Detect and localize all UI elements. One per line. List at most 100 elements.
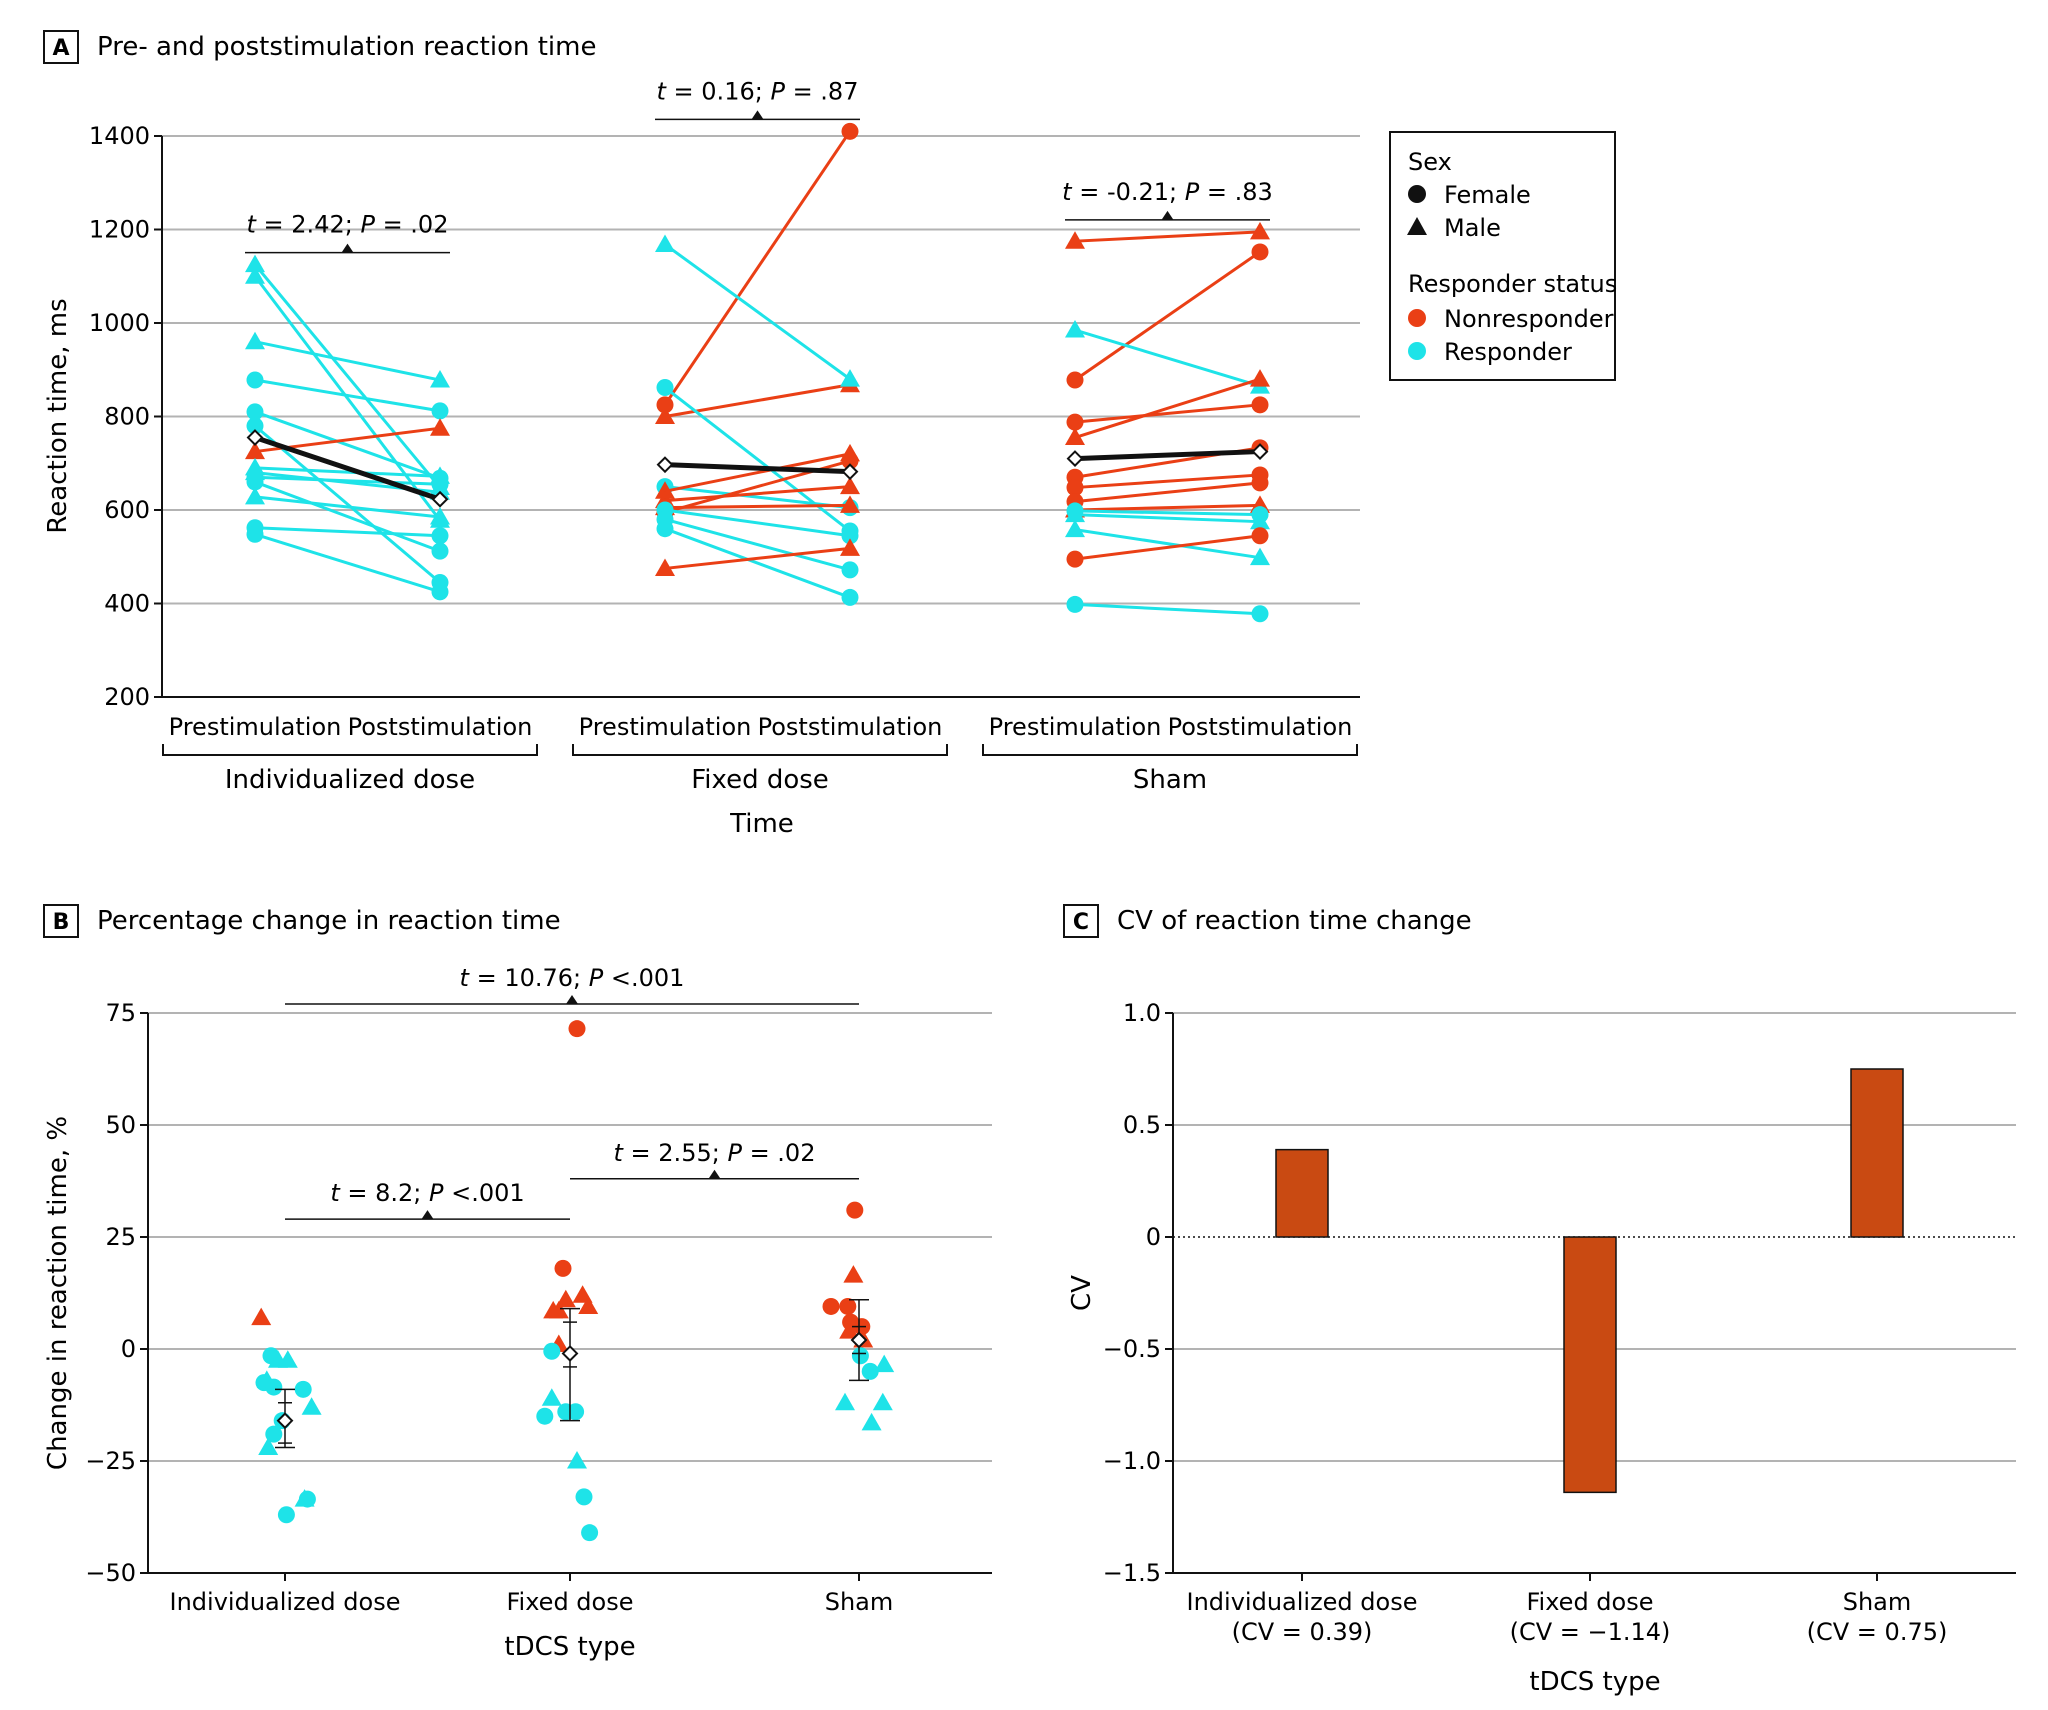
panel-a-subject-pre-marker	[245, 486, 265, 505]
panel-c-y-tick-label: 0	[1146, 1223, 1161, 1251]
panel-a-group: Prestimulation Poststimulation Individuali…	[162, 211, 538, 795]
panel-b-y-tick-label: 50	[105, 1111, 136, 1139]
panel-a-subject-line	[254, 532, 441, 594]
panel-b-point	[543, 1342, 561, 1360]
legend-status-title: Responder status	[1408, 270, 1617, 298]
panel-a-time-label-post: Poststimulation	[1168, 713, 1353, 741]
panel-a-subject-pre-marker	[1065, 427, 1085, 446]
panel-a-subject-post-marker	[841, 452, 859, 470]
panel-a-subject-line	[253, 263, 442, 489]
panel-c-x-tick-label: Sham	[1843, 1588, 1912, 1616]
panel-c-x-label: tDCS type	[1529, 1667, 1660, 1697]
panel-a-subject-line	[664, 546, 851, 570]
panel-c-bar	[1563, 1236, 1617, 1494]
legend-female-marker	[1408, 185, 1426, 203]
panel-b-point	[548, 1300, 569, 1319]
panel-a-y-ticks: 200 400 600 800 1000 1200 1400	[89, 122, 162, 711]
panel-a-subject-pre-marker	[245, 331, 265, 350]
panel-b-point	[541, 1388, 562, 1406]
panel-a-time-label-pre: Prestimulation	[989, 713, 1162, 741]
panel-c-y-label: CV	[1067, 1275, 1097, 1311]
panel-a-subject-line	[254, 495, 441, 519]
legend-nonresponder-label: Nonresponder	[1444, 305, 1614, 333]
panel-a-subject-line	[1074, 534, 1261, 561]
panel-a-subject-pre-marker	[656, 379, 674, 397]
panel-b-point	[846, 1201, 864, 1219]
panel-a-subject-line	[664, 452, 851, 493]
panel-b-point	[874, 1354, 895, 1373]
panel-a-subject-pre-marker	[655, 558, 675, 576]
panel-a-subject-post-marker	[840, 369, 860, 387]
panel-c-x-ticks: Individualized dose(CV = 0.39) Fixed dose…	[1187, 1573, 1947, 1646]
panel-a-subject-post-marker	[1251, 527, 1269, 545]
panel-b-points	[251, 1020, 895, 1542]
panel-a-subject-line	[254, 424, 441, 584]
legend-responder-label: Responder	[1444, 338, 1572, 366]
panel-c-letter-box: C	[1063, 904, 1099, 938]
panel-a-subject-post-marker	[431, 475, 449, 493]
panel-a-subject-post-marker	[430, 418, 450, 436]
panel-b-x-label: tDCS type	[504, 1632, 635, 1662]
panel-b-comparison-marker	[421, 1210, 434, 1220]
panel-a-subject-pre-marker	[246, 371, 264, 389]
panel-b-point	[567, 1403, 585, 1421]
panel-a-stat-label: t = 2.42; P = .02	[247, 211, 449, 239]
panel-a-subject-post-marker	[430, 507, 450, 525]
panel-a-subject-line	[1074, 377, 1261, 439]
panel-a-subject-line	[664, 527, 851, 599]
panel-b-point	[861, 1362, 879, 1380]
panel-a-group-label: Individualized dose	[225, 765, 475, 795]
panel-a-subject-line	[1074, 528, 1261, 560]
panel-a: A Pre- and poststimulation reaction time…	[43, 30, 1360, 839]
legend: Sex Female Male Responder status Nonresp…	[1389, 131, 1617, 381]
panel-a-subject-line	[663, 130, 852, 406]
panel-a-subject-pre-marker	[1065, 320, 1085, 338]
panel-c-x-tick-label: Individualized dose	[1187, 1588, 1418, 1616]
panel-a-subject-pre-marker	[245, 441, 265, 460]
panel-c-y-tick-label: −1.0	[1103, 1447, 1161, 1475]
panel-b: B Percentage change in reaction time −50…	[43, 904, 992, 1662]
panel-a-subject-line	[664, 503, 851, 510]
panel-b-point	[277, 1506, 295, 1524]
panel-a-title: Pre- and poststimulation reaction time	[97, 32, 596, 62]
panel-b-point	[578, 1296, 599, 1314]
panel-a-subject-line	[664, 517, 851, 572]
panel-b-comparison-marker	[566, 995, 578, 1005]
panel-a-subject-line	[254, 378, 441, 413]
panel-a-subject-post-marker	[431, 583, 449, 601]
panel-a-group: Prestimulation Poststimulation Sham t = -0.…	[982, 178, 1358, 795]
panel-a-subject-line	[664, 508, 851, 538]
panel-a-subject-line	[254, 475, 441, 486]
panel-a-subject-post-marker	[841, 588, 859, 606]
panel-b-mean-marker	[276, 1412, 294, 1430]
panel-a-mean-pre-marker	[246, 429, 264, 446]
panel-a-subject-post-marker	[841, 527, 859, 545]
panel-b-point	[861, 1412, 882, 1431]
panel-c: C CV of reaction time change −1.5 −1.0 −0.…	[1063, 904, 2016, 1697]
panel-b-point	[567, 1451, 587, 1469]
panel-a-time-label-post: Poststimulation	[348, 713, 533, 741]
panel-a-stat-marker	[751, 110, 764, 120]
panel-a-stat-marker	[341, 243, 354, 253]
panel-a-time-label-post: Poststimulation	[758, 713, 943, 741]
panel-a-subject-pre-marker	[246, 525, 264, 543]
panel-a-subject-pre-marker	[1066, 479, 1084, 497]
panel-a-subject-pre-marker	[245, 266, 265, 284]
panel-a-subject-pre-marker	[246, 403, 264, 421]
panel-a-subject-line	[1074, 473, 1261, 490]
panel-b-point	[851, 1347, 869, 1365]
panel-a-subject-line	[1074, 602, 1261, 616]
panel-c-bar	[1850, 1068, 1904, 1238]
panel-a-subject-post-marker	[840, 495, 860, 513]
panel-b-comparison-label: t = 8.2; P <.001	[330, 1179, 524, 1207]
panel-a-subject-pre-marker	[1065, 231, 1085, 249]
panel-b-letter-box: B	[43, 904, 79, 938]
panel-b-x-tick-label: Sham	[825, 1588, 894, 1616]
panel-b-y-tick-label: 75	[105, 999, 136, 1027]
legend-sex-title: Sex	[1408, 148, 1452, 176]
panel-a-letter: A	[52, 36, 69, 61]
panel-a-subject-post-marker	[1250, 369, 1270, 387]
panel-a-subject-post-marker	[431, 542, 449, 560]
panel-a-subject-pre-marker	[656, 396, 674, 414]
